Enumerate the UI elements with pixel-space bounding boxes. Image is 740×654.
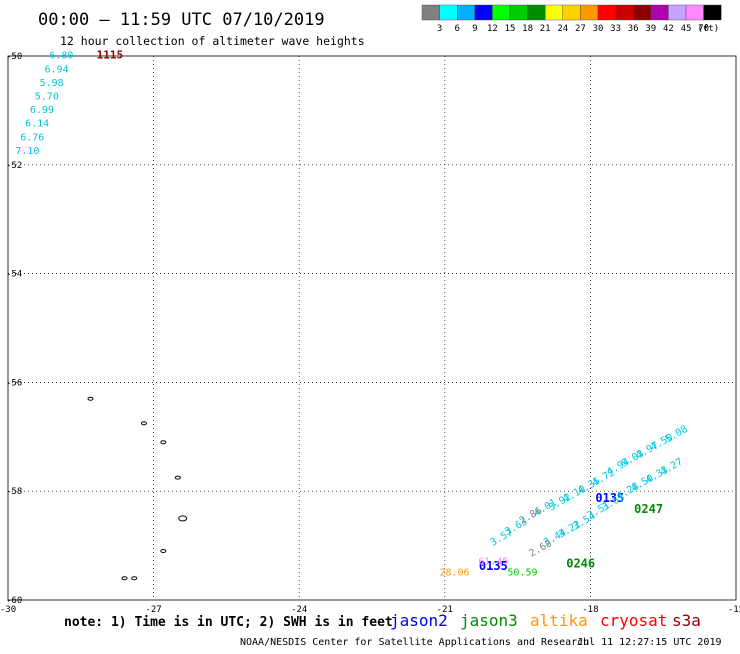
island-outline	[87, 396, 94, 401]
legend-label: 12	[487, 24, 498, 34]
satellite-name-jason2: jason2	[390, 611, 448, 630]
legend-label: 36	[628, 24, 639, 34]
x-tick-label: -18	[582, 605, 598, 615]
legend-swatch	[668, 4, 687, 21]
swh-value-label: 6.76	[20, 132, 44, 143]
legend-swatch	[615, 4, 634, 21]
legend-swatch	[545, 4, 564, 21]
satellite-name-altika: altika	[530, 611, 588, 630]
axis-tick-labels: -30 -27 -24 -21 -18 -15 -50 -52 -54 -56 -58 -60	[0, 52, 740, 615]
island-outlines	[87, 396, 188, 581]
legend-swatch	[562, 4, 581, 21]
legend-swatch	[457, 4, 476, 21]
swh-value-label: 6.80	[49, 51, 73, 62]
y-tick-label: -54	[6, 270, 22, 280]
legend-label: 6	[454, 24, 459, 34]
y-tick-label: -52	[6, 161, 22, 171]
x-tick-label: -15	[728, 605, 740, 615]
x-tick-label: -30	[0, 605, 16, 615]
legend-label: 33	[610, 24, 621, 34]
swh-value-label: 6.94	[44, 64, 68, 75]
island-outline	[178, 515, 188, 522]
island-outline	[174, 475, 181, 480]
legend-label: 70	[698, 24, 709, 34]
legend-swatch	[492, 4, 511, 21]
legend-swatch	[474, 4, 493, 21]
satellite-name-s3a: s3a	[672, 611, 701, 630]
legend-label: 45	[681, 24, 692, 34]
y-tick-label: -60	[6, 596, 22, 606]
swh-value-label: 4.27	[658, 456, 684, 478]
satellite-name-cryosat: cryosat	[600, 611, 667, 630]
legend-swatch	[685, 4, 704, 21]
y-tick-label: -50	[6, 52, 22, 62]
x-tick-label: -24	[291, 605, 307, 615]
legend-label: 24	[557, 24, 568, 34]
graticule-grid	[8, 56, 736, 600]
x-tick-label: -21	[437, 605, 453, 615]
footer: note: 1) Time is in UTC; 2) SWH is in fe…	[64, 611, 722, 648]
legend-label: 15	[505, 24, 516, 34]
legend-swatch	[703, 4, 722, 21]
page-title: 00:00 – 11:59 UTC 07/10/2019	[38, 10, 325, 30]
legend-unit: (ft)	[698, 24, 720, 34]
pass-time-label: 0135	[479, 559, 508, 573]
legend-swatch	[597, 4, 616, 21]
island-outline	[131, 576, 138, 581]
legend-label: 39	[645, 24, 656, 34]
legend-label: 9	[472, 24, 477, 34]
y-tick-label: -58	[6, 487, 22, 497]
legend-swatch	[580, 4, 599, 21]
legend-swatch	[650, 4, 669, 21]
swh-value-label: 6.14	[25, 119, 49, 130]
legend-label: 3	[437, 24, 442, 34]
island-outline	[160, 440, 167, 445]
island-outline	[160, 549, 167, 554]
pass-time-label: 0246	[566, 556, 595, 570]
swh-value-label: 6.99	[30, 105, 54, 116]
legend-swatch	[509, 4, 528, 21]
legend-label: 27	[575, 24, 586, 34]
swh-value-label: 5.08	[663, 424, 689, 446]
pass-time-label: 1115	[97, 49, 124, 62]
swh-value-label: 61.45	[478, 557, 508, 568]
x-tick-label: -27	[145, 605, 161, 615]
satellite-name-jason3: jason3	[460, 611, 518, 630]
swh-value-label: 7.10	[15, 146, 39, 157]
island-outline	[121, 576, 128, 581]
legend-swatch	[439, 4, 458, 21]
island-outline	[140, 421, 147, 426]
footer-timestamp: Jul 11 12:27:15 UTC 2019	[577, 637, 722, 648]
map-frame	[7, 55, 737, 601]
legend-swatch	[527, 4, 546, 21]
legend-label: 42	[663, 24, 674, 34]
swh-value-label: 5.98	[40, 78, 64, 89]
footer-credit: NOAA/NESDIS Center for Satellite Applica…	[240, 637, 589, 648]
legend-swatch	[633, 4, 652, 21]
legend-label: 21	[540, 24, 551, 34]
page-subtitle: 12 hour collection of altimeter wave hei…	[60, 34, 365, 48]
legend-label: 18	[522, 24, 533, 34]
satellite-legend: jason2 jason3 altika cryosat s3a	[390, 611, 701, 630]
wave-height-labels: 6.806.945.985.706.996.146.767.1011153.57…	[15, 49, 689, 579]
pass-time-label: 0135	[595, 491, 624, 505]
color-legend: 3 6 9 12 15 18 21 24 27 30 33 36 39 42 45 70(ft)	[421, 4, 722, 34]
legend-label: 30	[593, 24, 604, 34]
swh-value-label: 5.70	[35, 92, 59, 103]
legend-swatch	[421, 4, 440, 21]
map-border	[7, 55, 737, 601]
swh-value-label: 50.59	[507, 568, 537, 579]
y-tick-label: -56	[6, 378, 22, 388]
footer-note: note: 1) Time is in UTC; 2) SWH is in fe…	[64, 615, 393, 630]
pass-time-label: 0247	[634, 502, 663, 516]
swh-value-label: 28.06	[439, 568, 469, 579]
